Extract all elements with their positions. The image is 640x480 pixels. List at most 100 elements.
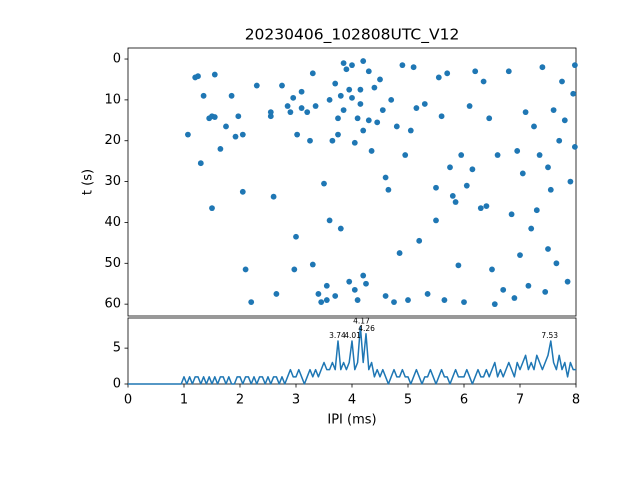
point [326, 217, 333, 224]
point [542, 288, 549, 295]
point [449, 192, 456, 199]
y-tick-label: 5 [113, 341, 121, 356]
point [405, 297, 411, 303]
point [368, 148, 375, 154]
x-tick-label: 7 [516, 393, 524, 408]
point [402, 152, 409, 158]
peak-annotation: 4.01 [344, 331, 361, 340]
point [531, 123, 537, 130]
point [298, 88, 305, 95]
point [318, 299, 325, 306]
point [346, 278, 353, 285]
point [248, 299, 255, 306]
point [335, 131, 341, 138]
point [340, 60, 347, 67]
point [293, 233, 299, 240]
y-tick-label: 0 [113, 52, 121, 67]
point [351, 286, 358, 293]
point [374, 119, 381, 126]
point [388, 96, 395, 103]
point [435, 74, 442, 81]
y-tick-label: 40 [104, 215, 121, 230]
point [209, 205, 215, 212]
x-tick-label: 5 [404, 393, 412, 408]
point [223, 123, 229, 130]
point [469, 166, 476, 173]
point [494, 152, 501, 158]
point [413, 105, 420, 111]
point [235, 113, 242, 120]
point [287, 109, 294, 116]
point [533, 207, 540, 214]
point [360, 127, 367, 134]
point [433, 217, 439, 224]
point [382, 293, 389, 299]
x-tick-label: 6 [460, 393, 468, 408]
point [571, 143, 578, 150]
point [312, 103, 319, 109]
point [570, 90, 577, 97]
point [407, 127, 414, 134]
point [480, 78, 487, 85]
point [242, 266, 249, 273]
y-tick-label: 50 [104, 256, 121, 271]
point [377, 76, 383, 83]
point [326, 96, 333, 103]
point [365, 68, 372, 75]
point [433, 184, 439, 191]
point [357, 101, 364, 107]
point [472, 68, 479, 75]
point [508, 211, 515, 218]
point [491, 301, 498, 308]
point [360, 58, 367, 64]
point [200, 92, 207, 99]
point [559, 78, 565, 85]
point [438, 113, 445, 120]
point [329, 137, 336, 144]
point [514, 148, 521, 154]
point [567, 178, 574, 185]
point [519, 170, 526, 177]
point [483, 203, 490, 210]
point [267, 113, 274, 120]
point [410, 64, 417, 71]
point [379, 107, 386, 113]
point [232, 133, 239, 140]
point [522, 109, 529, 116]
peak-annotation: 3.74 [329, 331, 346, 340]
point [385, 186, 392, 193]
point [489, 266, 495, 273]
point [391, 299, 397, 306]
point [354, 115, 361, 122]
point [553, 260, 560, 267]
point [525, 282, 532, 289]
y-axis-label: t (s) [81, 169, 96, 195]
chart-title: 20230406_102808UTC_V12 [245, 26, 460, 45]
point [458, 152, 465, 158]
point [441, 297, 448, 303]
point [365, 117, 372, 124]
point [517, 252, 523, 259]
point [547, 186, 554, 193]
point [528, 225, 535, 232]
point [545, 246, 551, 252]
point [396, 250, 403, 256]
point [571, 62, 578, 69]
point [346, 86, 353, 93]
point [357, 86, 364, 93]
point [421, 101, 428, 107]
point [399, 62, 406, 69]
point [290, 94, 297, 101]
point [307, 137, 313, 144]
point [309, 261, 316, 268]
point [228, 92, 235, 99]
point [197, 160, 204, 167]
point [217, 146, 224, 152]
point [444, 70, 451, 77]
point [323, 297, 330, 303]
point [253, 82, 260, 89]
y-tick-label: 10 [104, 92, 121, 107]
point [211, 71, 218, 78]
point [267, 109, 274, 116]
point [298, 105, 305, 111]
